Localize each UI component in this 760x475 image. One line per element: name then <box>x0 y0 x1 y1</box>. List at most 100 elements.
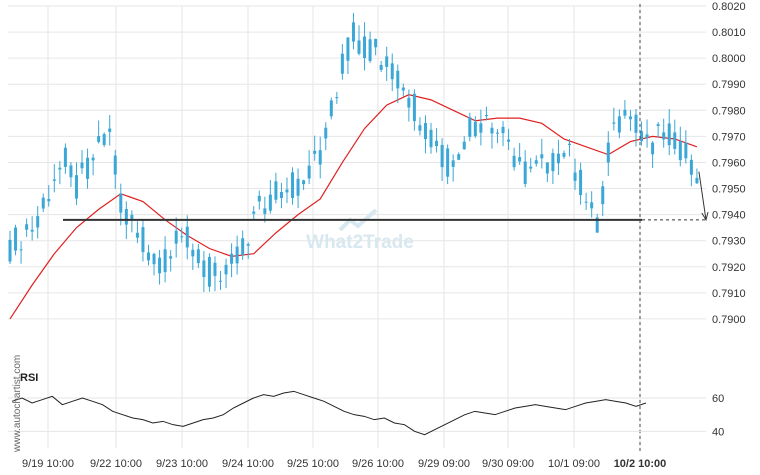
candle-body <box>191 249 195 257</box>
rsi-panel: RSI 60 40 <box>8 372 724 438</box>
price-tick-label: 0.7930 <box>712 236 746 248</box>
candle-body <box>279 191 283 198</box>
candle-body <box>595 217 599 233</box>
candle-body <box>628 116 632 120</box>
time-tick-label: 9/19 10:00 <box>22 458 74 470</box>
candle-body <box>230 253 234 264</box>
candle-body <box>645 134 649 138</box>
candle-body <box>385 56 389 67</box>
candle-body <box>440 144 444 168</box>
candle-body <box>285 189 289 193</box>
candle-body <box>346 37 350 61</box>
candle-body <box>579 169 583 196</box>
rsi-tick-label: 60 <box>712 393 724 405</box>
time-tick-label: 10/2 10:00 <box>614 458 667 470</box>
candle-body <box>329 100 333 117</box>
candle-body <box>291 172 295 198</box>
watermark: What2Trade <box>306 208 414 253</box>
candle-body <box>274 181 278 200</box>
candle-body <box>52 179 56 181</box>
candle-body <box>457 154 461 160</box>
candle-body <box>684 142 688 159</box>
candle-body <box>30 229 34 232</box>
candle-body <box>479 123 483 133</box>
candle-body <box>169 256 173 259</box>
time-tick-label: 9/24 10:00 <box>222 458 274 470</box>
candle-body <box>351 22 355 42</box>
candle-body <box>634 114 638 133</box>
price-tick-label: 0.8000 <box>712 53 746 65</box>
candle-body <box>324 127 328 139</box>
candle-body <box>418 125 422 131</box>
watermark-icon <box>338 208 378 232</box>
candle-body <box>202 260 206 278</box>
candle-body <box>241 238 245 256</box>
candle-body <box>390 63 394 80</box>
candle-body <box>141 227 145 253</box>
candle-body <box>8 239 12 262</box>
candle-body <box>573 172 577 181</box>
price-tick-label: 0.7970 <box>712 131 746 143</box>
candle-body <box>451 160 455 167</box>
price-tick-label: 0.7900 <box>712 314 746 326</box>
candle-body <box>507 139 511 142</box>
candle-body <box>174 230 178 244</box>
time-tick-label: 9/29 09:00 <box>418 458 470 470</box>
candle-body <box>213 262 217 276</box>
candle-body <box>374 38 378 48</box>
candle-body <box>363 36 367 59</box>
candle-body <box>207 256 211 287</box>
support-layer <box>63 4 709 452</box>
candle-body <box>313 150 317 154</box>
candle-body <box>534 160 538 164</box>
candle-body <box>512 155 516 168</box>
candle-body <box>540 154 544 159</box>
moving-average-layer <box>9 94 698 320</box>
candle-body <box>25 224 29 230</box>
forecast-arrow-head <box>701 211 709 222</box>
candle-body <box>529 166 533 169</box>
candle-body <box>69 165 73 178</box>
candle-body <box>302 180 306 185</box>
time-tick-label: 9/22 10:00 <box>90 458 142 470</box>
candle-body <box>318 150 322 165</box>
candle-body <box>86 157 90 179</box>
candle-body <box>368 39 372 61</box>
candle-body <box>429 129 433 148</box>
candle-body <box>412 93 416 122</box>
price-tick-label: 0.8010 <box>712 27 746 39</box>
candle-body <box>74 175 78 199</box>
candle-body <box>119 193 123 213</box>
candle-body <box>340 53 344 74</box>
candle-body <box>102 134 106 145</box>
forecast-arrow <box>698 171 707 220</box>
candle-body <box>335 97 339 99</box>
candle-body <box>257 195 261 202</box>
price-tick-label: 0.7920 <box>712 262 746 274</box>
candle-body <box>662 132 666 140</box>
rsi-label: RSI <box>20 372 38 384</box>
candle-body <box>47 199 51 202</box>
candle-body <box>446 148 450 177</box>
moving-average-line <box>9 94 698 320</box>
candle-body <box>495 132 499 134</box>
candle-body <box>484 115 488 117</box>
candle-body <box>41 197 45 209</box>
candle-body <box>268 194 272 211</box>
candle-body <box>36 216 40 228</box>
candle-body <box>246 244 250 246</box>
candle-body <box>606 142 610 163</box>
candle-body <box>435 140 439 147</box>
candle-body <box>263 208 267 214</box>
candle-body <box>146 252 150 261</box>
candle-body <box>601 186 605 205</box>
candle-body <box>667 123 671 146</box>
candle-body <box>307 165 311 179</box>
rsi-line <box>11 390 647 436</box>
candle-body <box>113 155 117 175</box>
candle-body <box>379 64 383 70</box>
candle-body <box>462 141 466 150</box>
candle-body <box>219 280 223 282</box>
price-tick-label: 0.7960 <box>712 157 746 169</box>
